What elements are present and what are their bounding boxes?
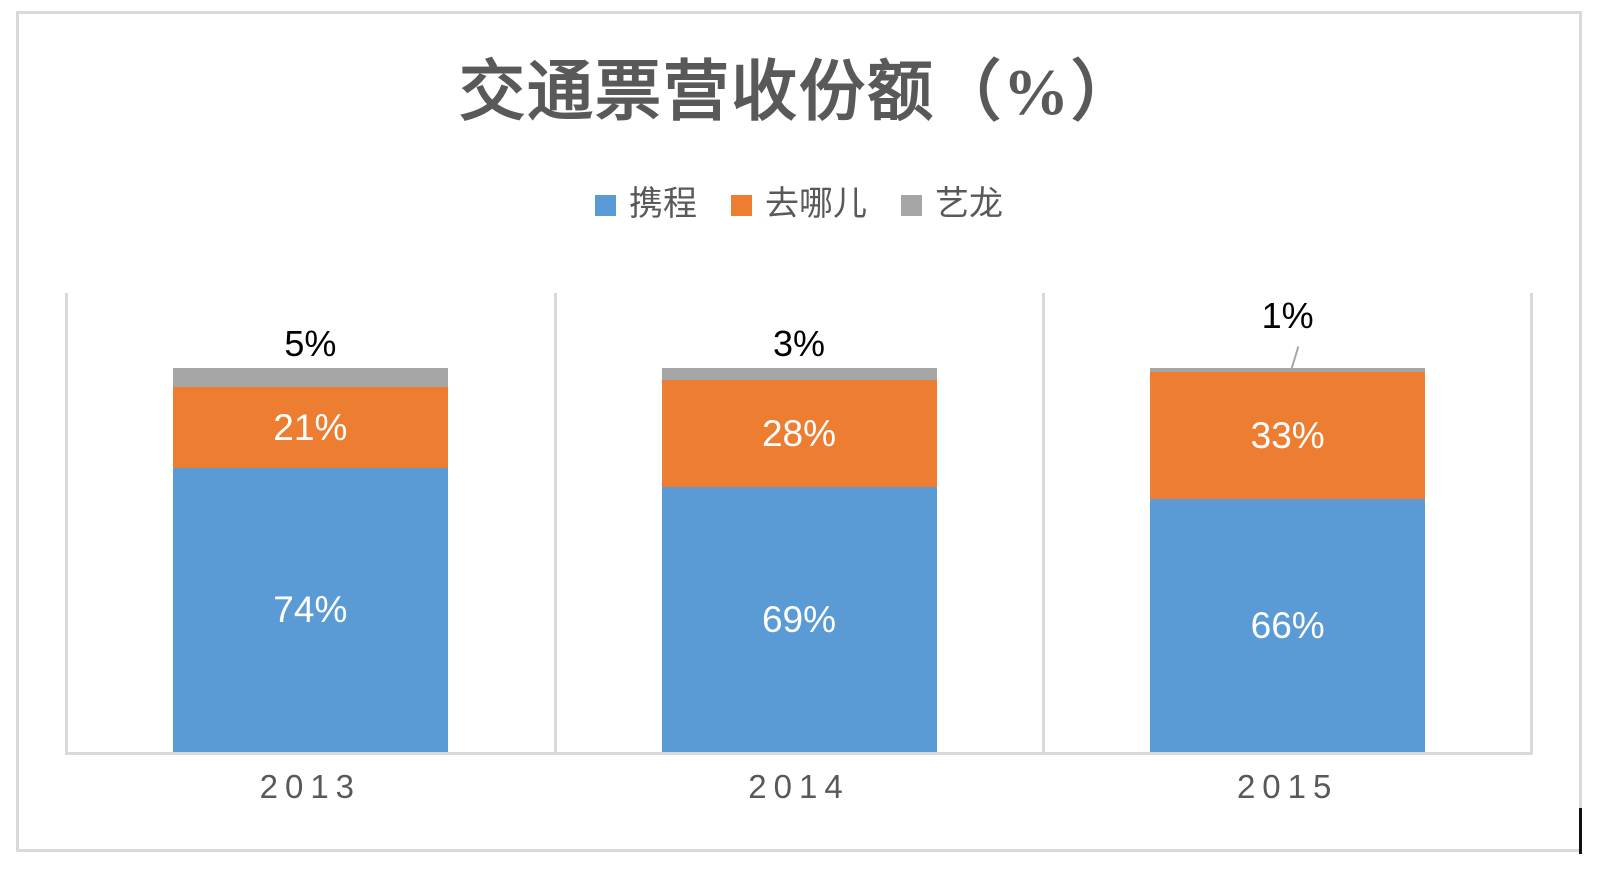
chart-legend: 携程 去哪儿 艺龙 [16,188,1582,222]
data-label: 69% [761,599,837,640]
gridline [1042,293,1045,755]
bar-segment-2013-携程[interactable]: 74% [172,467,448,752]
data-label-outside: 3% [772,323,826,364]
bar-segment-2015-携程[interactable]: 66% [1150,498,1426,752]
bar-segment-2014-携程[interactable]: 69% [661,487,937,752]
gridline [1530,293,1533,755]
legend-item-1[interactable]: 去哪儿 [731,188,867,222]
data-label-outside: 5% [284,323,337,364]
legend-swatch-icon [731,194,752,216]
bar-segment-2015-艺龙[interactable] [1150,368,1426,372]
legend-item-0[interactable]: 携程 [595,188,697,222]
leader-line [1290,346,1299,369]
legend-label: 艺龙 [935,186,1003,223]
chart-title[interactable]: 交通票营收份额（%） [459,56,1139,129]
legend-label: 携程 [629,186,697,223]
legend-swatch-icon [595,194,616,216]
x-axis-line [66,752,1532,755]
bar-segment-2013-去哪儿[interactable]: 21% [172,387,448,468]
legend-label: 去哪儿 [765,186,867,223]
bar-segment-2014-艺龙[interactable] [661,368,937,380]
data-label: 74% [273,589,348,631]
bar-segment-2015-去哪儿[interactable]: 33% [1150,371,1426,499]
legend-swatch-icon [901,194,922,216]
gridline [65,293,68,755]
data-label: 28% [761,412,837,454]
gridline [554,293,557,755]
bar-segment-2013-艺龙[interactable] [172,368,448,388]
legend-item-2[interactable]: 艺龙 [901,188,1003,222]
x-axis-label-2015[interactable]: 2015 [1236,768,1339,805]
x-axis-label-2013[interactable]: 2013 [259,768,362,805]
data-label: 21% [273,407,348,448]
data-label: 33% [1250,414,1325,456]
data-label-outside: 1% [1261,295,1314,336]
plot-area[interactable]: 74% 21% 5% 2013 69% 28% 3% 2014 66% 33% 1% 2015 [65,293,1533,803]
text-cursor [1579,808,1582,854]
bar-segment-2014-去哪儿[interactable]: 28% [661,379,937,488]
x-axis-label-2014[interactable]: 2014 [748,768,850,805]
data-label: 66% [1250,604,1325,646]
